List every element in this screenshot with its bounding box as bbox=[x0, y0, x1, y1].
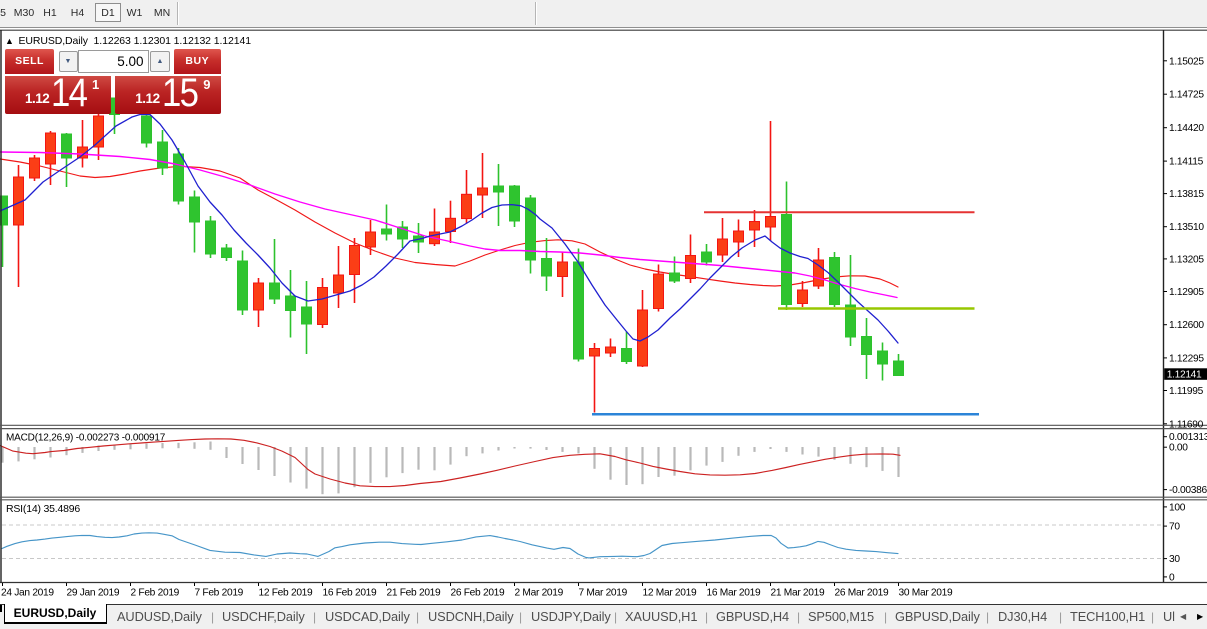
svg-text:1.12295: 1.12295 bbox=[1169, 353, 1204, 364]
svg-text:26 Mar 2019: 26 Mar 2019 bbox=[835, 588, 890, 599]
svg-text:26 Feb 2019: 26 Feb 2019 bbox=[451, 588, 506, 599]
svg-text:30: 30 bbox=[1169, 554, 1180, 565]
svg-text:1.11995: 1.11995 bbox=[1169, 386, 1204, 397]
svg-text:0.001313: 0.001313 bbox=[1169, 432, 1207, 443]
svg-text:30 Mar 2019: 30 Mar 2019 bbox=[899, 588, 954, 599]
svg-text:12 Feb 2019: 12 Feb 2019 bbox=[259, 588, 314, 599]
svg-text:1.12141: 1.12141 bbox=[1167, 369, 1202, 380]
svg-text:21 Mar 2019: 21 Mar 2019 bbox=[771, 588, 826, 599]
svg-text:7 Feb 2019: 7 Feb 2019 bbox=[195, 588, 244, 599]
svg-text:1.12600: 1.12600 bbox=[1169, 320, 1204, 331]
svg-text:1.13510: 1.13510 bbox=[1169, 222, 1204, 233]
svg-text:1.14420: 1.14420 bbox=[1169, 123, 1204, 134]
svg-text:1.13205: 1.13205 bbox=[1169, 254, 1204, 265]
svg-text:12 Mar 2019: 12 Mar 2019 bbox=[643, 588, 698, 599]
svg-text:1.15025: 1.15025 bbox=[1169, 56, 1204, 67]
svg-text:1.13815: 1.13815 bbox=[1169, 189, 1204, 200]
svg-text:2 Feb 2019: 2 Feb 2019 bbox=[131, 588, 180, 599]
svg-text:70: 70 bbox=[1169, 522, 1180, 533]
svg-text:1.14725: 1.14725 bbox=[1169, 90, 1204, 101]
svg-text:21 Feb 2019: 21 Feb 2019 bbox=[387, 588, 442, 599]
svg-text:16 Feb 2019: 16 Feb 2019 bbox=[323, 588, 378, 599]
svg-text:1.12905: 1.12905 bbox=[1169, 287, 1204, 298]
svg-text:RSI(14) 35.4896: RSI(14) 35.4896 bbox=[6, 503, 80, 515]
svg-text:24 Jan 2019: 24 Jan 2019 bbox=[1, 588, 54, 599]
svg-text:29 Jan 2019: 29 Jan 2019 bbox=[67, 588, 120, 599]
svg-text:1.14115: 1.14115 bbox=[1169, 157, 1204, 168]
svg-text:2 Mar 2019: 2 Mar 2019 bbox=[515, 588, 564, 599]
svg-text:-0.003862: -0.003862 bbox=[1169, 485, 1207, 496]
svg-text:0.00: 0.00 bbox=[1169, 443, 1188, 454]
svg-text:16 Mar 2019: 16 Mar 2019 bbox=[707, 588, 762, 599]
svg-text:MACD(12,26,9) -0.002273 -0.000: MACD(12,26,9) -0.002273 -0.000917 bbox=[6, 433, 166, 444]
svg-text:7 Mar 2019: 7 Mar 2019 bbox=[579, 588, 628, 599]
svg-text:100: 100 bbox=[1169, 502, 1186, 513]
svg-text:1.11690: 1.11690 bbox=[1169, 419, 1204, 430]
svg-text:0: 0 bbox=[1169, 572, 1175, 583]
